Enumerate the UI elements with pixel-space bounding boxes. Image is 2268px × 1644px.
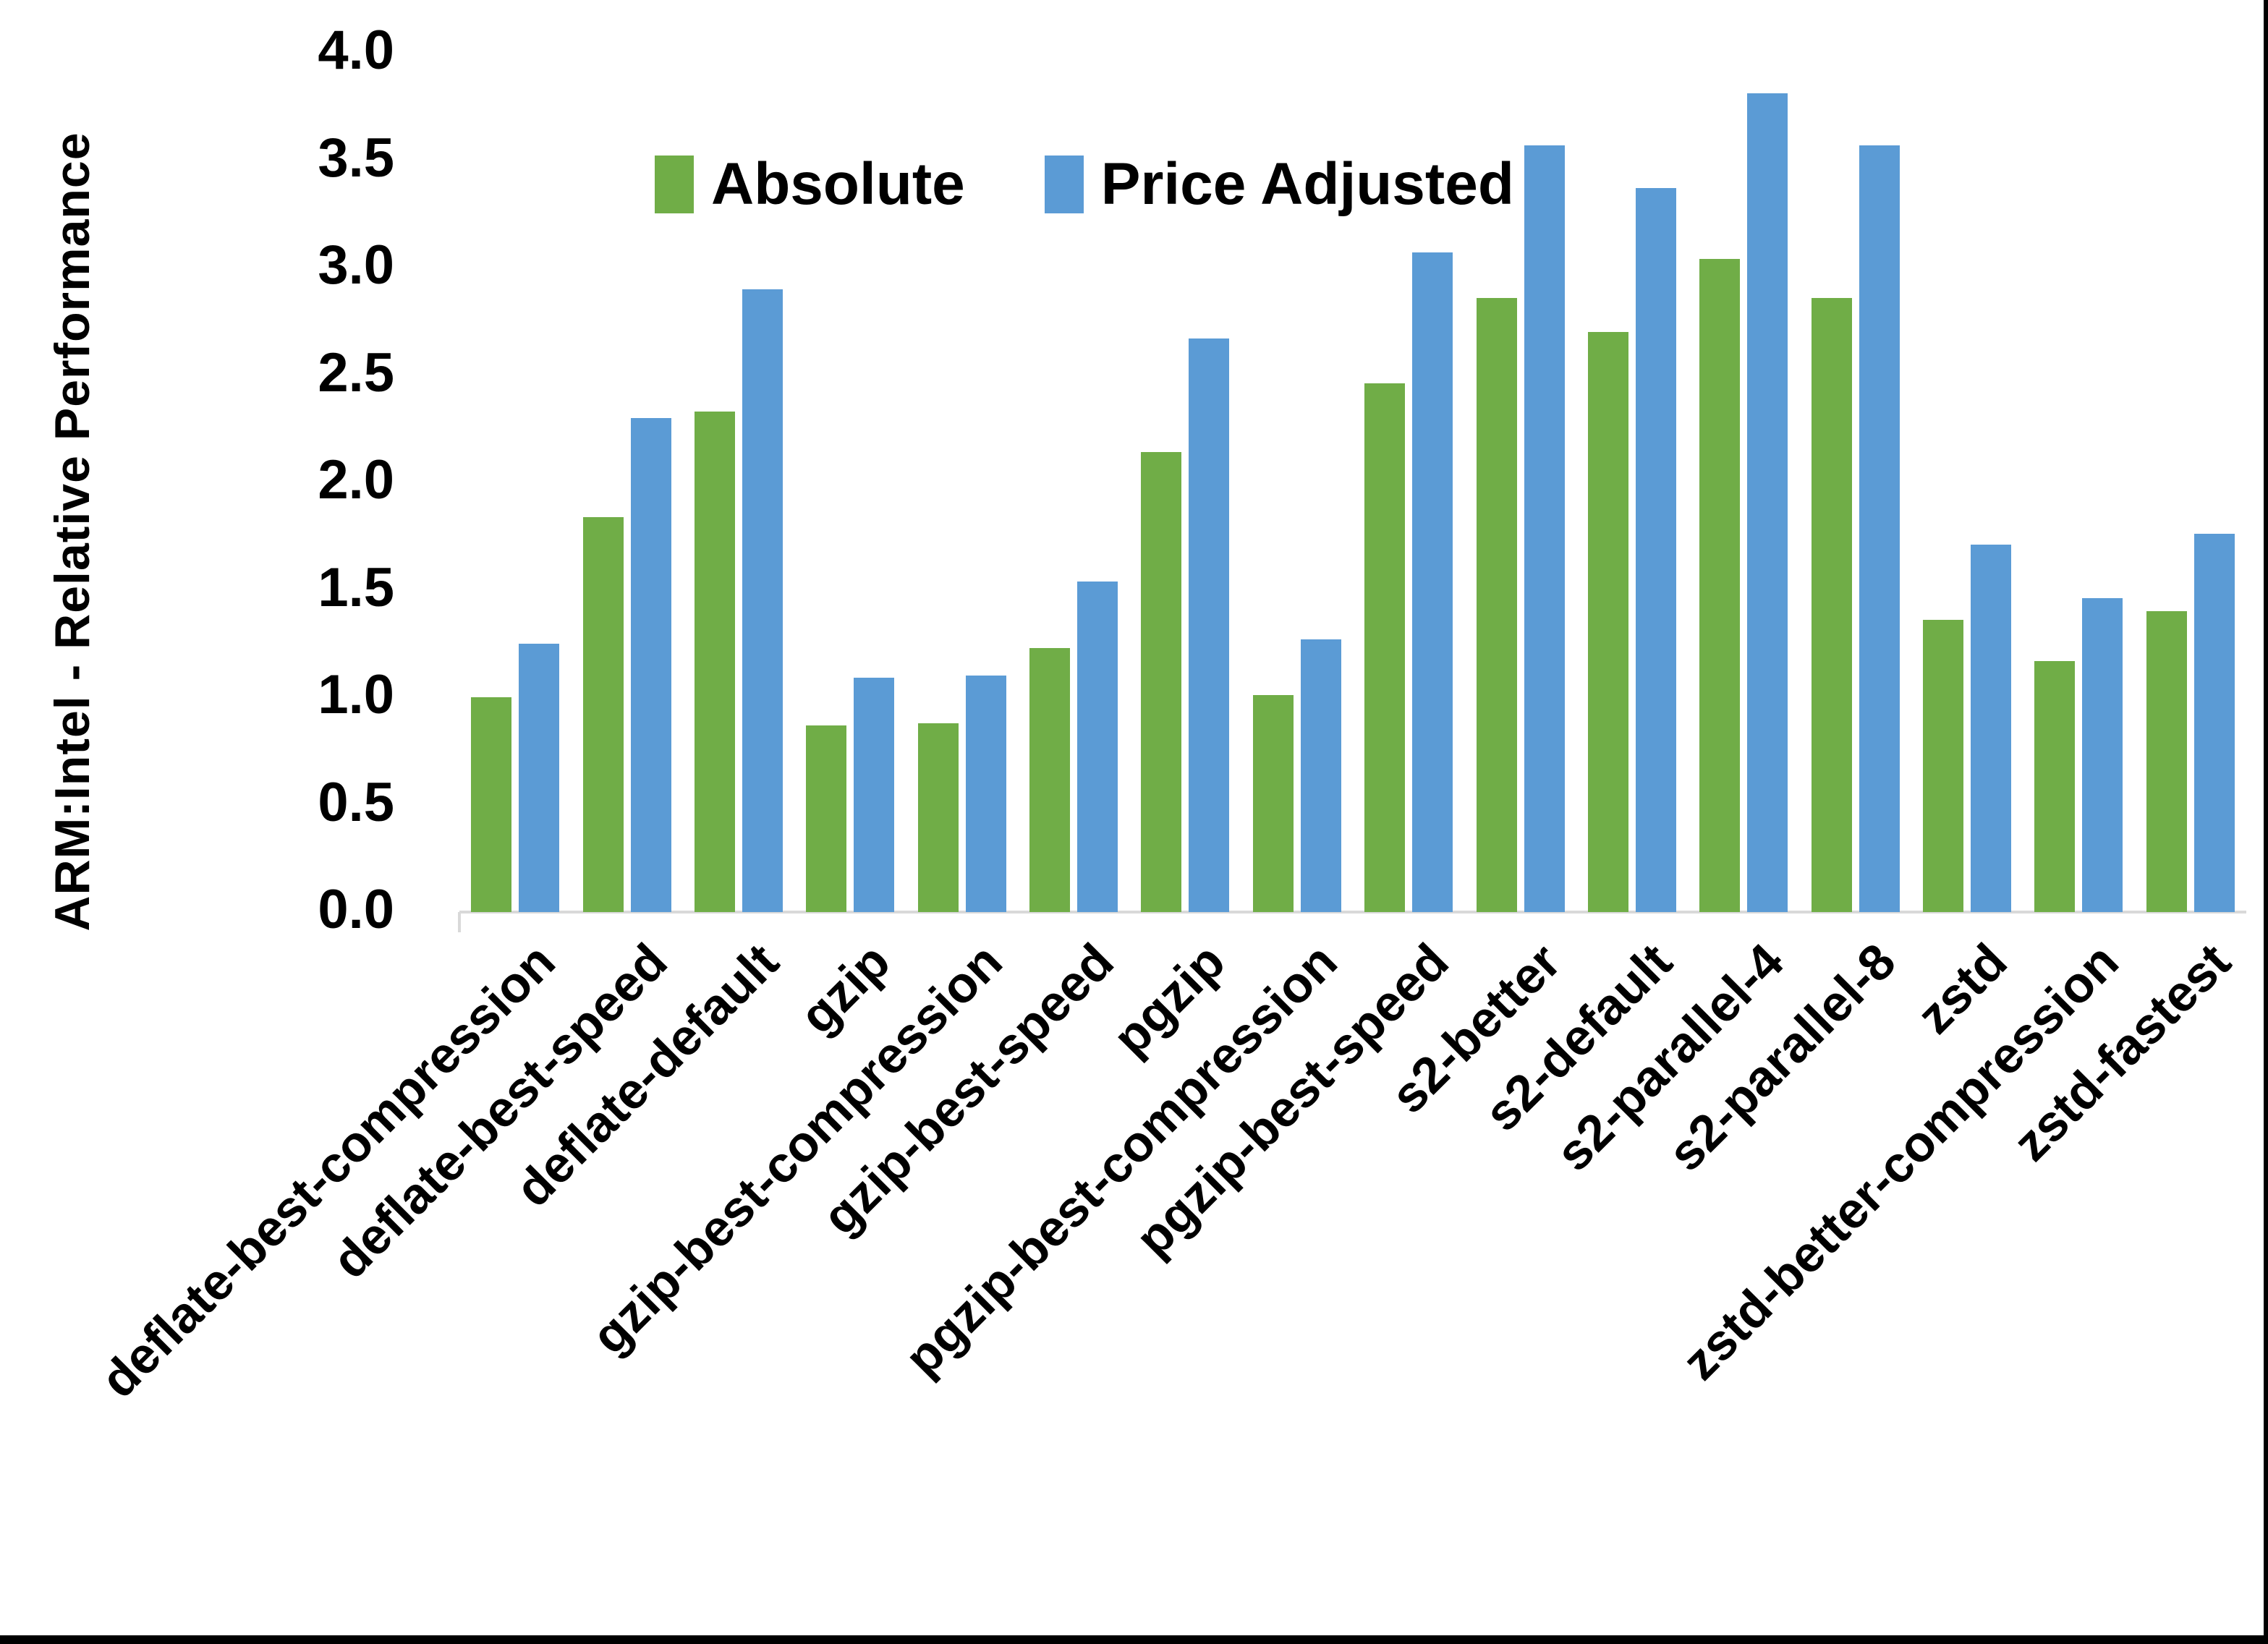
price-adjusted-series-swatch-icon (1044, 156, 1084, 213)
legend: Absolute Price Adjusted (655, 150, 1514, 218)
bar-absolute-gzip (806, 725, 847, 912)
bar-absolute-pgzip (1141, 452, 1182, 912)
y-tick-label-1.5: 1.5 (318, 556, 394, 618)
bottom-border (0, 1635, 2268, 1644)
bar-absolute-pgzip-best-compression (1252, 695, 1294, 912)
bar-price-adjusted-zstd-better-compression (2082, 598, 2123, 912)
bar-absolute-s2-default (1587, 332, 1628, 912)
bar-price-adjusted-deflate-best-speed (630, 417, 671, 912)
bar-price-adjusted-gzip-best-speed (1077, 581, 1118, 912)
absolute-series-swatch-icon (655, 156, 694, 213)
bar-price-adjusted-deflate-best-compression (519, 643, 560, 912)
y-tick-label-2.5: 2.5 (318, 341, 394, 404)
bar-price-adjusted-deflate-default (742, 289, 783, 912)
bar-absolute-deflate-default (694, 412, 735, 912)
legend-label-price-adjusted: Price Adjusted (1100, 151, 1514, 217)
y-axis-tick-stub (458, 912, 461, 932)
y-tick-label-4.0: 4.0 (318, 20, 394, 82)
bar-absolute-zstd (1923, 620, 1964, 912)
bar-price-adjusted-s2-default (1635, 188, 1676, 912)
bar-absolute-gzip-best-compression (917, 723, 959, 912)
bar-price-adjusted-pgzip-best-speed (1412, 252, 1453, 912)
bar-absolute-s2-parallel-8 (1811, 297, 1852, 912)
bar-absolute-zstd-better-compression (2034, 660, 2076, 912)
bar-absolute-s2-parallel-4 (1699, 259, 1741, 912)
bar-absolute-gzip-best-speed (1029, 647, 1071, 912)
bar-price-adjusted-s2-better (1524, 145, 1565, 912)
right-border (2264, 0, 2268, 1644)
bar-absolute-zstd-fastest (2146, 611, 2187, 912)
legend-item-price-adjusted: Price Adjusted (1044, 150, 1514, 218)
bar-price-adjusted-zstd-fastest (2193, 534, 2235, 912)
bar-absolute-s2-better (1476, 297, 1517, 912)
bar-price-adjusted-pgzip (1189, 338, 1230, 912)
y-tick-label-0.0: 0.0 (318, 879, 394, 941)
y-tick-label-2.0: 2.0 (318, 449, 394, 511)
y-tick-label-3.5: 3.5 (318, 127, 394, 189)
legend-label-absolute: Absolute (711, 151, 965, 217)
bar-price-adjusted-zstd (1971, 545, 2012, 912)
y-tick-label-3.0: 3.0 (318, 234, 394, 297)
y-axis-title: ARM:Intel - Relative Performance (45, 132, 100, 932)
legend-item-absolute: Absolute (655, 150, 965, 218)
bar-price-adjusted-gzip-best-compression (965, 676, 1006, 912)
plot-area (458, 53, 2246, 932)
y-tick-label-1.0: 1.0 (318, 664, 394, 726)
bar-absolute-deflate-best-speed (582, 516, 624, 912)
bar-price-adjusted-s2-parallel-4 (1747, 93, 1788, 912)
bar-price-adjusted-s2-parallel-8 (1859, 145, 1900, 912)
x-axis-line (459, 911, 2246, 913)
bar-absolute-deflate-best-compression (471, 697, 512, 912)
bar-price-adjusted-pgzip-best-compression (1300, 639, 1341, 912)
y-tick-label-0.5: 0.5 (318, 771, 394, 833)
bar-absolute-pgzip-best-speed (1364, 383, 1406, 912)
bar-price-adjusted-gzip (854, 678, 895, 912)
